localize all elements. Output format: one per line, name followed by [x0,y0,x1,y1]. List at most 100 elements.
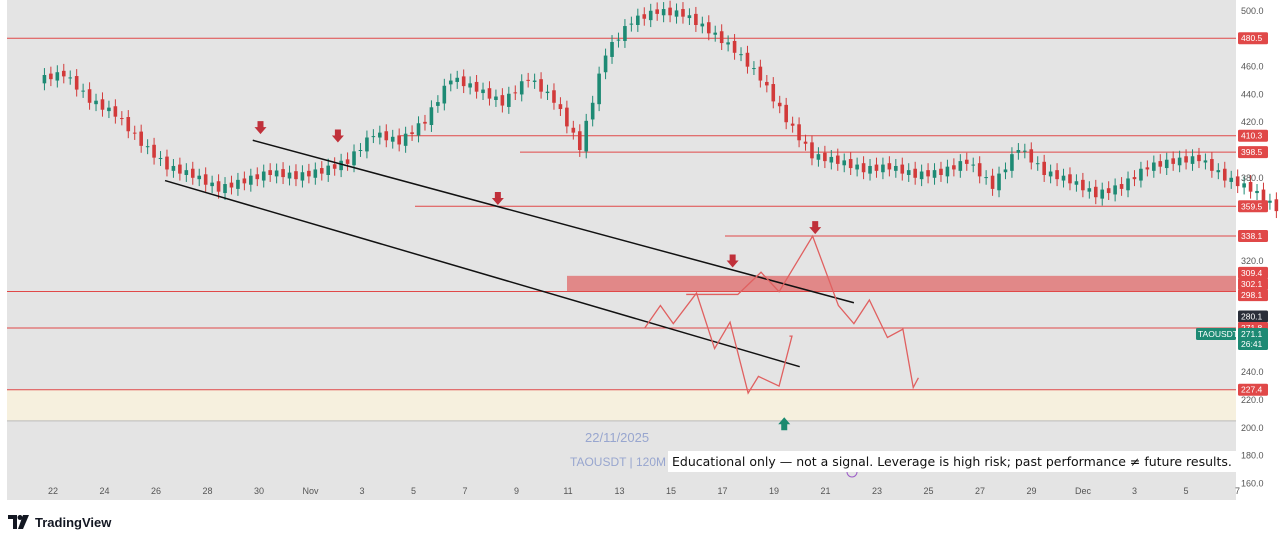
candle-body [790,123,795,126]
candle-body [268,170,272,175]
price-level-badge [1238,310,1268,323]
price-axis-tick: 440.0 [1241,89,1264,99]
candle-body [81,90,85,92]
candle-body [178,164,182,174]
candle-body [184,170,189,175]
candle-body [1184,156,1188,163]
date-axis-tick: 5 [1183,486,1188,496]
candle-body [126,117,131,132]
date-axis-tick: 13 [614,486,624,496]
candle-body [977,163,982,177]
candle-body [358,150,363,151]
candle-body [816,154,821,160]
candle-body [636,15,640,25]
candle-body [1268,200,1272,203]
price-axis-tick: 240.0 [1241,367,1264,377]
candle-body [216,181,221,192]
candle-body [855,164,859,170]
arrow-down-icon [331,129,344,143]
candle-body [100,99,105,110]
candle-body [436,102,440,106]
candle-body [113,106,118,117]
price-level-badge [1238,229,1268,242]
candle-body [1055,170,1059,180]
candle-body [745,52,750,67]
candle-body [455,77,460,82]
watermark-symbol: TAOUSDT | 120M [570,455,667,469]
candle-body [210,182,214,187]
candle-body [55,72,60,81]
candle-body [326,165,331,175]
candle-body [294,171,298,180]
price-level-badge [1238,383,1268,396]
candle-body [984,177,988,179]
price-level-badge-label: 359.5 [1241,201,1263,211]
candle-body [861,163,866,173]
date-axis-tick: 5 [411,486,416,496]
price-level-badge [1238,32,1268,45]
candle-body [1132,177,1137,180]
candle-body [203,174,208,185]
date-axis-tick: Dec [1075,486,1092,496]
candle-body [668,7,672,16]
candle-body [868,165,872,174]
candle-body [848,159,853,169]
candle-body [958,161,963,171]
candle-body [874,164,879,171]
channel-lower-line [164,179,800,368]
candle-body [223,184,227,194]
candle-body [1061,175,1066,181]
candle-body [784,104,788,123]
candle-body [642,14,647,19]
candle-body [1248,181,1253,192]
candle-body [378,132,382,138]
candle-body [1106,188,1111,194]
channel-upper-line [252,139,855,304]
candle-body [842,160,847,166]
candle-body [171,165,176,171]
candle-body [1210,159,1214,171]
date-axis-tick: 3 [359,486,364,496]
candle-body [952,165,956,170]
candle-body [365,137,369,152]
candle-body [49,73,53,80]
candle-body [403,133,408,146]
footer-brand[interactable]: TradingView [8,512,111,532]
date-axis-tick: 3 [1132,486,1137,496]
candle-body [448,80,453,85]
brand-name: TradingView [35,514,112,530]
candle-body [1081,179,1085,191]
candle-body [519,81,524,95]
candle-body [494,96,498,100]
candle-body [803,141,808,144]
candle-body [352,151,356,166]
price-axis-tick: 200.0 [1241,423,1264,433]
candle-body [713,32,718,35]
candle-body [274,170,279,177]
price-level-badge [1238,129,1268,142]
candle-body [68,77,73,79]
candle-body [384,131,389,141]
candle-body [823,152,827,162]
date-axis-tick: 15 [666,486,676,496]
candle-body [1216,170,1221,173]
price-level-badge-label: 227.4 [1241,385,1263,395]
candle-body [919,171,924,180]
candle-body [577,131,582,150]
candle-body [1010,154,1014,171]
date-axis-tick: 28 [202,486,212,496]
candle-body [887,163,892,170]
candle-body [1242,183,1246,188]
projection-path-1 [644,291,793,395]
candle-body [926,170,930,177]
candle-body [345,159,350,164]
candle-body [681,9,685,17]
candle-body [1274,199,1279,212]
candle-body [655,9,659,14]
candle-body [1126,178,1130,191]
price-level-badge [1238,289,1268,302]
candle-body [661,9,666,16]
candle-body [1042,161,1046,175]
